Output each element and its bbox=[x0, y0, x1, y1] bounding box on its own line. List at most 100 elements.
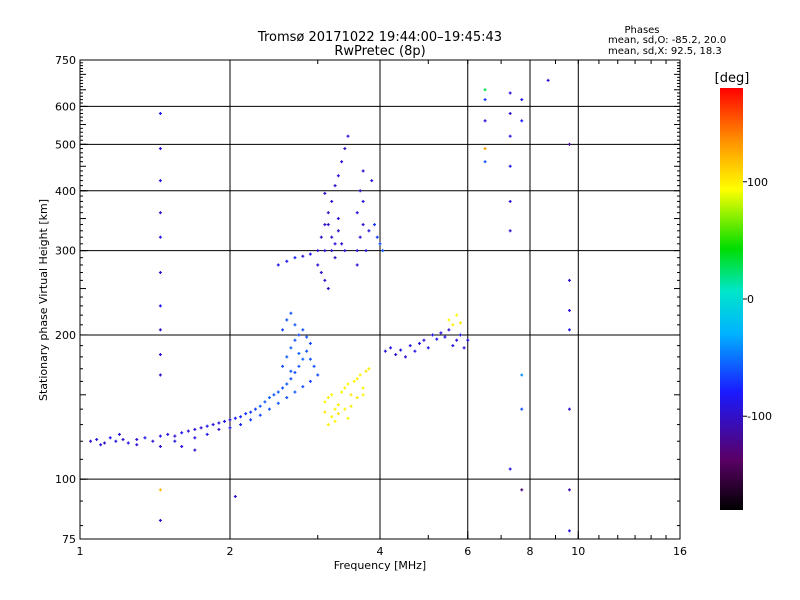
data-point bbox=[173, 439, 177, 443]
data-point bbox=[205, 424, 209, 428]
data-point bbox=[180, 431, 184, 435]
data-point bbox=[199, 426, 203, 430]
data-point bbox=[158, 488, 162, 492]
data-point bbox=[158, 111, 162, 115]
data-point bbox=[330, 199, 334, 203]
data-point bbox=[361, 386, 365, 390]
data-point bbox=[173, 434, 177, 438]
data-point bbox=[281, 328, 285, 332]
data-point bbox=[233, 494, 237, 498]
y-axis-label: Stationary phase Virtual Height [km] bbox=[37, 199, 50, 401]
data-point bbox=[349, 393, 353, 397]
data-point bbox=[228, 426, 232, 430]
data-point bbox=[319, 271, 323, 275]
data-point bbox=[567, 328, 571, 332]
data-point bbox=[301, 254, 305, 258]
data-point bbox=[158, 147, 162, 151]
data-point bbox=[108, 436, 112, 440]
data-point bbox=[355, 377, 359, 381]
data-point bbox=[326, 223, 330, 227]
x-axis-ticks: 1 2 4 6 8 10 16 bbox=[77, 60, 687, 558]
y-tick-label: 500 bbox=[55, 138, 76, 151]
data-point bbox=[346, 416, 350, 420]
data-point bbox=[346, 382, 350, 386]
data-point bbox=[158, 235, 162, 239]
data-point bbox=[121, 438, 125, 442]
data-point bbox=[301, 385, 305, 389]
data-point bbox=[305, 335, 309, 339]
data-point bbox=[272, 393, 276, 397]
data-point bbox=[447, 328, 451, 332]
data-point bbox=[158, 328, 162, 332]
data-point bbox=[301, 357, 305, 361]
data-point bbox=[343, 386, 347, 390]
data-point bbox=[205, 432, 209, 436]
data-point bbox=[422, 338, 426, 342]
data-point bbox=[431, 333, 435, 337]
data-point bbox=[316, 373, 320, 377]
data-point bbox=[308, 357, 312, 361]
data-point bbox=[343, 407, 347, 411]
data-point bbox=[413, 349, 417, 353]
data-point bbox=[135, 443, 139, 447]
data-point bbox=[289, 377, 293, 381]
colorbar-ticks: 100 0 -100 bbox=[743, 176, 772, 423]
data-point bbox=[439, 331, 443, 335]
data-point bbox=[367, 367, 371, 371]
data-point bbox=[567, 529, 571, 533]
chart-title: Tromsø 20171022 19:44:00–19:45:43 bbox=[257, 30, 502, 45]
data-point bbox=[249, 410, 253, 414]
data-point bbox=[323, 410, 327, 414]
data-point bbox=[267, 396, 271, 400]
data-point bbox=[447, 318, 451, 322]
data-point bbox=[455, 313, 459, 317]
y-tick-label: 300 bbox=[55, 245, 76, 258]
data-point bbox=[508, 134, 512, 138]
data-point bbox=[158, 211, 162, 215]
data-point bbox=[285, 382, 289, 386]
data-point bbox=[361, 169, 365, 173]
data-point bbox=[223, 419, 227, 423]
data-point bbox=[330, 415, 334, 419]
data-point bbox=[301, 328, 305, 332]
data-point bbox=[336, 229, 340, 233]
data-point bbox=[217, 427, 221, 431]
data-point bbox=[483, 98, 487, 102]
data-point bbox=[364, 249, 368, 253]
y-tick-label: 200 bbox=[55, 329, 76, 342]
x-tick-label: 1 bbox=[77, 545, 84, 558]
data-point bbox=[458, 321, 462, 325]
data-point bbox=[355, 211, 359, 215]
legend-line-x: mean, sd,X: 92.5, 18.3 bbox=[608, 46, 722, 57]
data-point bbox=[289, 311, 293, 315]
y-tick-label: 400 bbox=[55, 185, 76, 198]
y-tick-label: 100 bbox=[55, 473, 76, 486]
data-point bbox=[276, 390, 280, 394]
data-point bbox=[308, 341, 312, 345]
data-point bbox=[373, 223, 377, 227]
colorbar-tick-label: 0 bbox=[747, 293, 754, 306]
data-point bbox=[289, 346, 293, 350]
data-point bbox=[267, 407, 271, 411]
data-point bbox=[330, 235, 334, 239]
data-point bbox=[323, 191, 327, 195]
data-point bbox=[158, 518, 162, 522]
data-point bbox=[483, 119, 487, 123]
data-point bbox=[281, 364, 285, 368]
data-point bbox=[333, 184, 337, 188]
data-point bbox=[285, 396, 289, 400]
data-point bbox=[399, 348, 403, 352]
data-point bbox=[316, 263, 320, 267]
data-point bbox=[483, 160, 487, 164]
data-point bbox=[340, 390, 344, 394]
data-point bbox=[323, 223, 327, 227]
data-point bbox=[276, 401, 280, 405]
data-point bbox=[312, 364, 316, 368]
data-point bbox=[158, 271, 162, 275]
data-point bbox=[126, 441, 130, 445]
data-point bbox=[333, 242, 337, 246]
data-point bbox=[483, 88, 487, 92]
data-point bbox=[330, 249, 334, 253]
data-point bbox=[158, 179, 162, 183]
data-point bbox=[158, 353, 162, 357]
